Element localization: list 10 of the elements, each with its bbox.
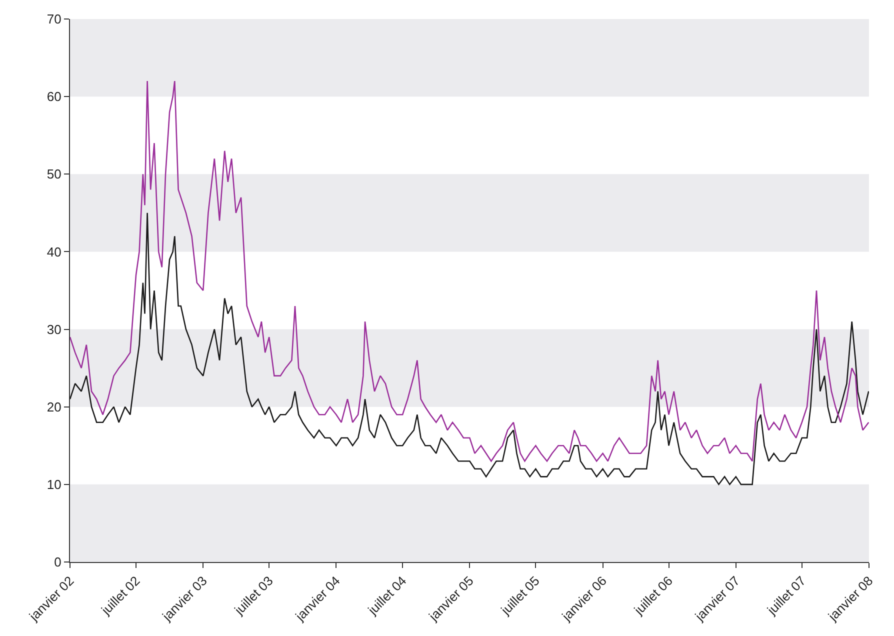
y-tick-label: 10: [46, 476, 62, 492]
y-tick-label: 40: [46, 244, 62, 260]
y-tick-label: 50: [46, 166, 62, 182]
y-tick-label: 60: [46, 89, 62, 104]
line-series: [70, 80, 869, 462]
line-series: [70, 212, 869, 486]
y-tick-label: 20: [46, 399, 62, 414]
y-tick-label: 0: [54, 554, 62, 570]
y-tick-label: 70: [46, 12, 62, 27]
y-tick-label: 30: [46, 322, 62, 337]
